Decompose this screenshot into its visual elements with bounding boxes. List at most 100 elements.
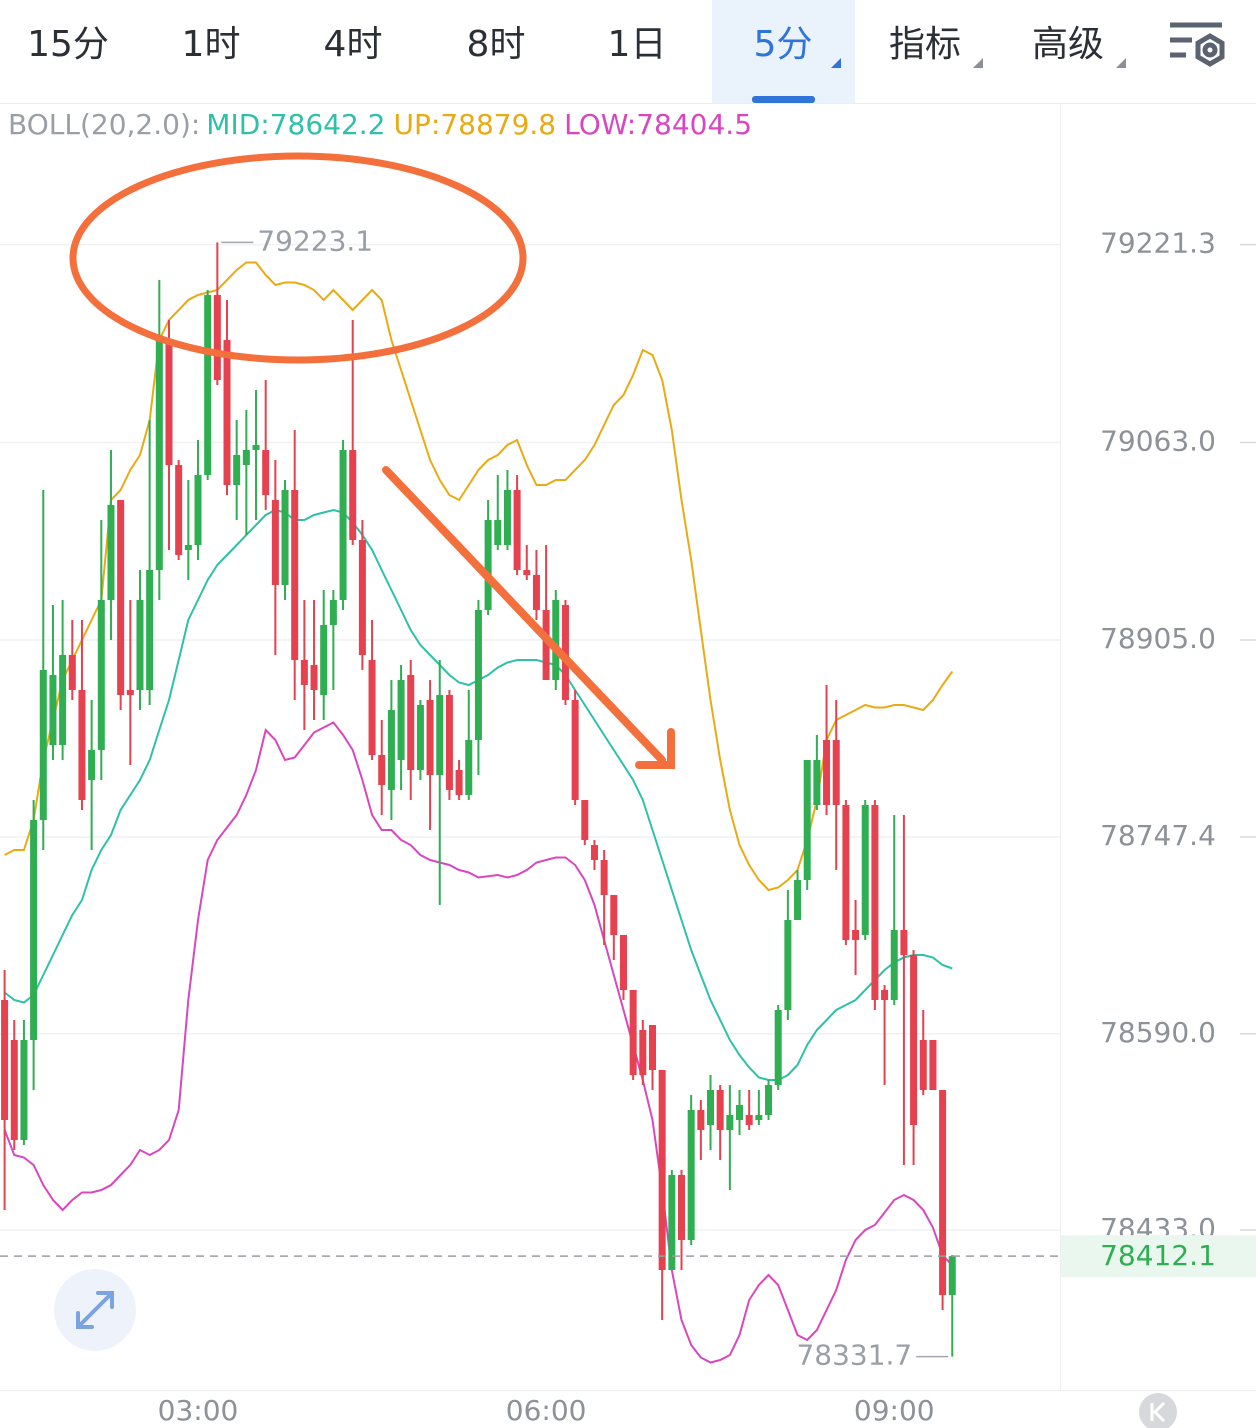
candle-body	[532, 575, 540, 610]
candle-body	[407, 675, 415, 770]
tab[interactable]: 5分	[754, 24, 813, 65]
candle-body	[10, 1040, 18, 1140]
candle-body	[832, 740, 840, 805]
y-tick-label: 78747.4	[1100, 819, 1216, 852]
tab[interactable]: 高级	[1032, 24, 1104, 65]
candle-body	[30, 820, 38, 1040]
latest-button[interactable]	[1139, 1393, 1177, 1428]
y-tick-label: 79063.0	[1100, 425, 1216, 458]
candle-body	[639, 1030, 647, 1075]
active-tab-bg	[712, 0, 855, 103]
candle-body	[687, 1110, 695, 1240]
candle-body	[939, 1090, 947, 1295]
candle-body	[349, 450, 357, 540]
tab[interactable]: 1时	[182, 24, 241, 65]
candle-body	[117, 500, 125, 695]
candle-body	[842, 805, 850, 940]
max-label: 79223.1	[257, 224, 373, 257]
candle-body	[726, 1115, 734, 1130]
candle-body	[455, 770, 463, 795]
candle-body	[397, 680, 405, 760]
candle-body	[861, 805, 869, 935]
legend-entry: LOW:78404.5	[564, 108, 752, 141]
candle-body	[736, 1105, 744, 1120]
highlight-ellipse	[69, 152, 527, 364]
candle-body	[223, 340, 231, 485]
tab[interactable]: 指标	[889, 24, 961, 65]
candle-body	[648, 1025, 656, 1070]
candle-body	[581, 800, 589, 840]
candle-body	[571, 700, 579, 800]
candle-body	[881, 990, 889, 1000]
candle-body	[513, 490, 521, 570]
candle-body	[416, 705, 424, 770]
candle-body	[494, 520, 502, 545]
candle-body	[136, 600, 144, 690]
grid: 79221.379063.078905.078747.478590.078433…	[0, 227, 1256, 1245]
candle-body	[204, 295, 212, 475]
candle-body	[281, 490, 289, 585]
tab[interactable]: 8时	[467, 24, 526, 65]
candle-body	[184, 545, 192, 550]
candle-body	[358, 540, 366, 655]
legend-indicator: BOLL(20,2.0):	[8, 108, 200, 141]
last-price-box	[1061, 1235, 1256, 1278]
tab[interactable]: 1日	[608, 24, 667, 65]
candle-body	[668, 1175, 676, 1270]
y-tick-label: 78905.0	[1100, 622, 1216, 655]
legend-entry: UP:78879.8	[394, 108, 557, 141]
candle-body	[310, 665, 318, 690]
candle-body	[900, 930, 908, 955]
candle-body	[20, 1040, 28, 1140]
expand-button[interactable]	[54, 1269, 136, 1351]
candle-body	[378, 755, 386, 785]
tab[interactable]: 15分	[27, 24, 109, 65]
settings-icon[interactable]	[1170, 22, 1225, 67]
candle-body	[910, 955, 918, 1125]
candle-body	[465, 740, 473, 795]
candle-body	[88, 750, 96, 780]
candle-body	[716, 1090, 724, 1130]
candle-body	[765, 1085, 773, 1115]
candle-body	[823, 740, 831, 805]
candle-body	[242, 450, 250, 465]
candle-body	[194, 475, 202, 545]
dropdown-caret	[1116, 58, 1126, 68]
candle-body	[784, 920, 792, 1010]
candle-body	[629, 990, 637, 1075]
candle-body	[590, 845, 598, 860]
boll-line	[3, 721, 954, 1364]
candle-body	[329, 600, 337, 625]
candle-body	[68, 655, 76, 690]
candle-body	[600, 860, 608, 895]
candle-body	[175, 465, 183, 555]
candle-body	[774, 1010, 782, 1085]
candle-body	[387, 710, 395, 790]
candle-body	[320, 625, 328, 695]
candle-body	[484, 520, 492, 610]
candle-body	[146, 570, 154, 690]
tab-bar: 15分 1时 4时 8时 1日 5分 指标 高级	[27, 24, 1126, 68]
candle-body	[890, 930, 898, 1000]
last-price-label: 78412.1	[1100, 1239, 1216, 1272]
dropdown-caret	[973, 58, 983, 68]
y-tick-label: 79221.3	[1100, 227, 1216, 260]
candle-body	[871, 805, 879, 1000]
candle-body	[262, 450, 270, 495]
candle-body	[658, 1070, 666, 1270]
candle-body	[126, 690, 134, 695]
tab[interactable]: 4时	[324, 24, 383, 65]
labels: 03:00 06:00 09:00 79223.1 78331.7 78412.1	[0, 224, 1256, 1427]
boll-line	[4, 261, 954, 892]
legend: BOLL(20,2.0): MID:78642.2 UP:78879.8 LOW:78…	[8, 108, 752, 141]
y-tick-label: 78590.0	[1100, 1016, 1216, 1049]
candle-body	[368, 660, 376, 755]
candle-body	[619, 935, 627, 990]
x-tick-label: 09:00	[854, 1394, 935, 1427]
candle-body	[794, 880, 802, 920]
candle-body	[49, 675, 57, 745]
min-label: 78331.7	[796, 1339, 912, 1372]
candle-body	[803, 760, 811, 880]
candle-body	[561, 605, 569, 700]
